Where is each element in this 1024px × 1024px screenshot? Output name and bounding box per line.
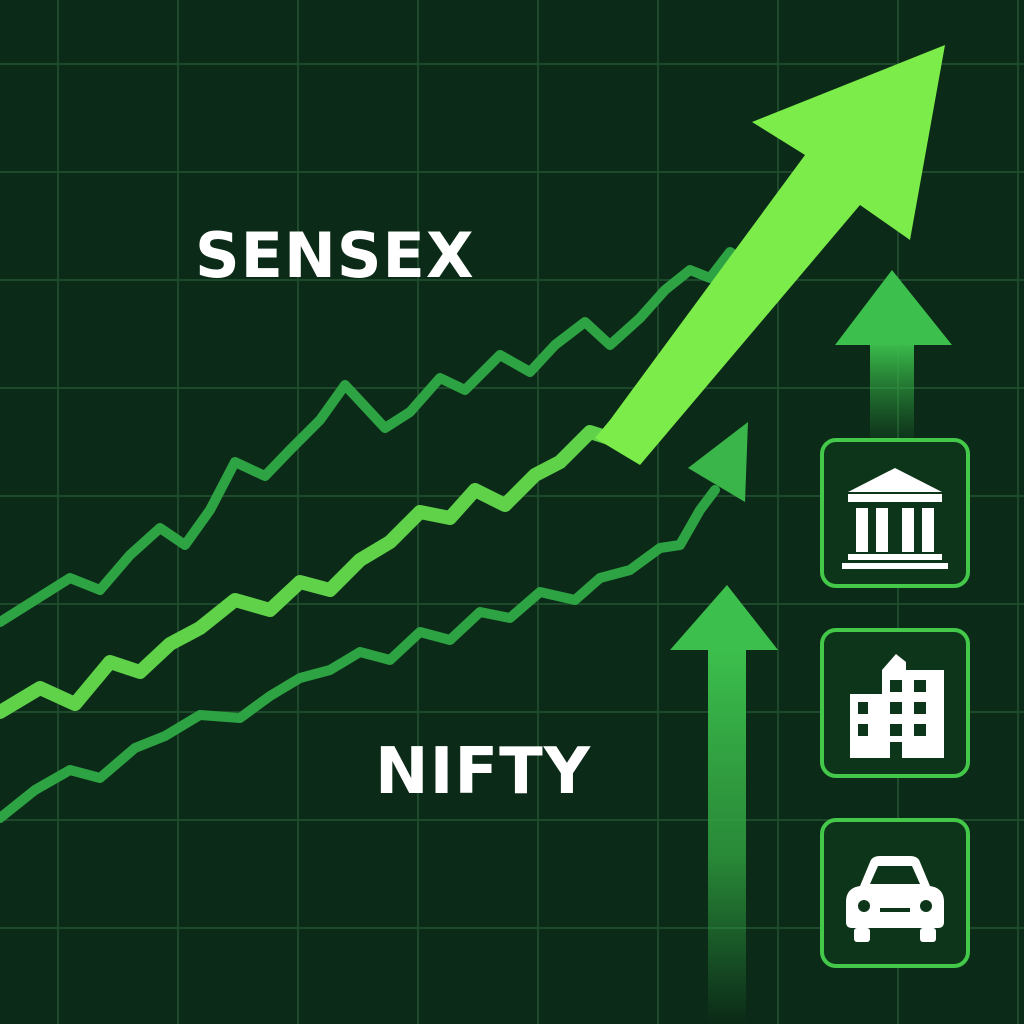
tall-vertical-arrow	[670, 585, 778, 1024]
nifty-arrowhead	[688, 422, 748, 502]
office-building-icon	[850, 654, 944, 758]
car-tile	[820, 818, 970, 968]
nifty-trend-line	[0, 485, 720, 823]
bank-icon	[842, 468, 948, 569]
bank-tile	[820, 438, 970, 588]
car-icon	[846, 856, 944, 942]
sensex-label: SENSEX	[195, 219, 475, 292]
upper-vertical-arrow	[835, 270, 952, 438]
sensex-trend-line	[0, 247, 750, 627]
middle-trend-line	[0, 425, 622, 719]
nifty-label: NIFTY	[375, 735, 592, 809]
big-growth-arrow	[595, 45, 945, 465]
building-tile	[820, 628, 970, 778]
